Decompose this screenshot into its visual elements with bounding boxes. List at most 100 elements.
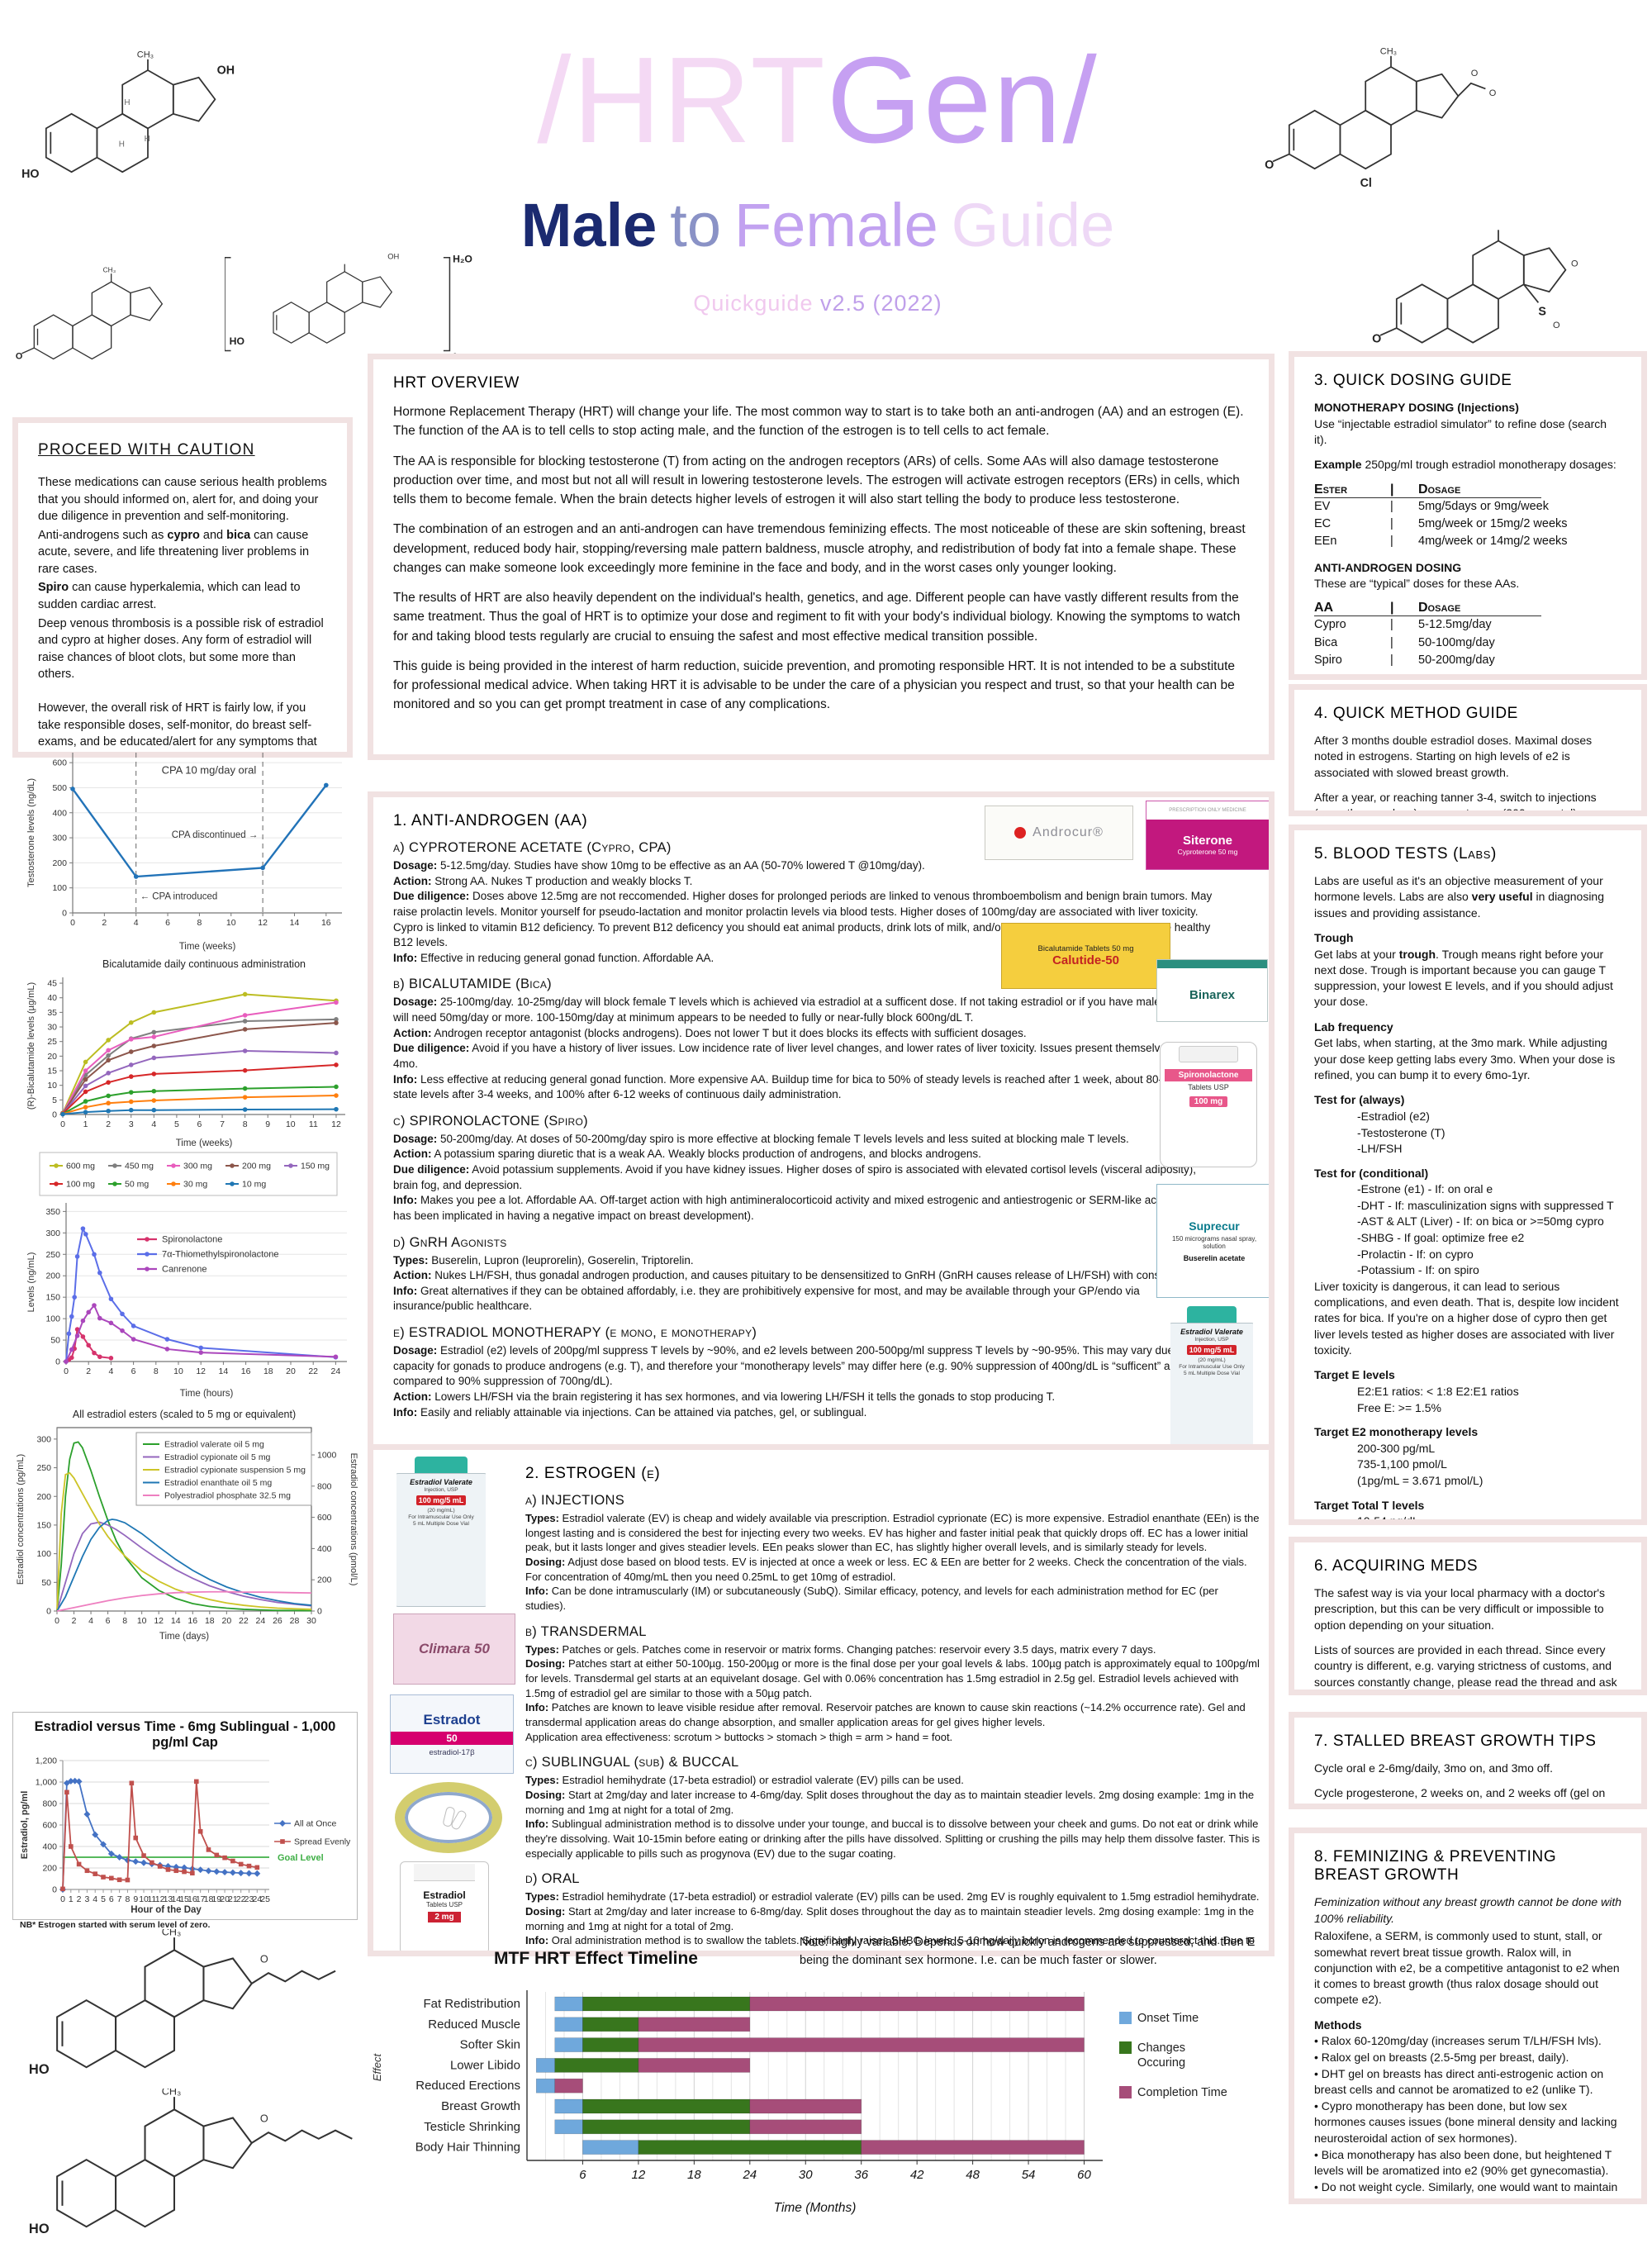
text-line: -LH/FSH [1357,1142,1403,1156]
box8-body: Feminization without any breast growth c… [1314,1894,1621,2198]
svg-text:14: 14 [290,918,300,928]
box7-title: 7. STALLED BREAST GROWTH TIPS [1314,1732,1597,1750]
text-line: -SHBG - If goal: optimize free e2 [1357,1231,1525,1245]
svg-text:100: 100 [45,1314,60,1324]
svg-text:10: 10 [139,1894,149,1904]
ebottle-name: Estradiol [423,1889,466,1901]
table-row: EV | 5mg/5days or 9mg/week [1314,498,1621,516]
stalled-breast-growth-box: 7. STALLED BREAST GROWTH TIPS Cycle oral… [1289,1712,1647,1809]
svg-text:300: 300 [36,1434,51,1444]
dosage-table: AA | Dosage Cypro | 5-12.5mg/day Bica | 50-100mg… [1314,601,1621,668]
paragraph: Hormone Replacement Therapy (HRT) will c… [393,405,1244,439]
svg-text:45: 45 [47,979,57,989]
table-cell: 50-100mg/day [1418,635,1495,649]
svg-text:28: 28 [290,1616,300,1626]
box7-body: Cycle oral e 2-6mg/daily, 3mo on, and 3m… [1314,1761,1621,1804]
svg-text:0: 0 [70,918,75,928]
svg-text:60: 60 [1077,2168,1091,2182]
estradot-line1: estradiol-17β [429,1747,475,1757]
svg-text:0: 0 [60,1119,65,1129]
anti-androgen-entries: a) CYPROTERONE ACETATE (Cypro, CPA) Dosag… [393,840,1223,1420]
svg-text:24: 24 [252,1894,262,1904]
spironolactone-structure: S O O O [1372,229,1578,346]
subheading: Target E levels [1314,1368,1395,1382]
drug-entry: a) INJECTIONS Types: Estradiol valerate (… [525,1493,1260,1614]
text-line: • Bica monotherapy has also been done, b… [1314,2147,1612,2178]
svg-text:250: 250 [45,1250,60,1260]
svg-text:50: 50 [41,1578,51,1588]
estradiol-structure-topleft: HO OH CH₃ H H H [21,50,235,181]
subtitle-male: Male [520,191,657,259]
svg-text:Bicalutamide daily continuous: Bicalutamide daily continuous administra… [102,958,306,970]
binarex-stripe [1157,960,1267,968]
box6-title: 6. ACQUIRING MEDS [1314,1557,1479,1575]
drug-entry-heading: d) ORAL [525,1871,580,1887]
svg-text:Estradiol, pg/ml: Estradiol, pg/ml [20,1791,30,1860]
table-header: AA | Dosage [1314,601,1541,617]
drug-entry-line: Action: Lowers LH/FSH via the brain regi… [393,1390,1056,1403]
estradiol-valerate-vial-image-2: Estradiol Valerate Injection, USP 100 mg… [396,1457,486,1607]
vial-line5: 5 mL Multiple Dose Vial [1184,1371,1240,1376]
drug-entry-line: Dosing: Start at 2mg/day and later incre… [525,1905,1255,1932]
box3-title: 3. QUICK DOSING GUIDE [1314,372,1512,389]
text-line: After 3 months double estradiol doses. M… [1314,734,1593,779]
version-tagline: Quickguide v2.5 (2022) [545,291,1090,316]
svg-text:150: 150 [45,1293,60,1303]
suprecur-line1: 150 micrograms nasal spray, solution [1171,1235,1257,1250]
svg-text:30: 30 [47,1023,57,1033]
svg-text:2: 2 [106,1119,111,1129]
table-separator: | [1390,516,1393,530]
svg-text:H: H [119,140,125,149]
box5-title: 5. BLOOD TESTS (Labs) [1314,845,1497,863]
table-separator: | [1390,499,1393,513]
svg-text:18: 18 [263,1366,273,1376]
estrogen-entries: a) INJECTIONS Types: Estradiol valerate (… [525,1493,1260,1951]
svg-text:O: O [260,1954,268,1965]
svg-text:Changes: Changes [1137,2041,1185,2055]
svg-text:8: 8 [122,1616,127,1626]
vial-dose: 100 mg/5 mL [1186,1345,1237,1355]
svg-text:O: O [260,2113,268,2125]
svg-text:5: 5 [101,1894,106,1904]
svg-text:21: 21 [228,1894,238,1904]
svg-text:Reduced Erections: Reduced Erections [415,2079,520,2093]
svg-text:6: 6 [106,1616,111,1626]
svg-text:OH: OH [387,252,399,261]
svg-text:Fat Redistribution: Fat Redistribution [423,1997,520,2011]
text-line: -Estrone (e1) - If: on oral e [1357,1182,1493,1196]
vial-line3: (20 mg/mL) [1198,1357,1226,1363]
svg-text:400: 400 [42,1842,57,1852]
svg-text:OH: OH [217,64,235,77]
svg-text:O: O [1372,333,1381,346]
text-line: Get labs at your trough. Trough means ri… [1314,947,1613,1009]
calutide-line1: Bicalutamide Tablets 50 mg [1037,944,1134,953]
svg-text:0: 0 [55,1616,59,1626]
drug-entry-line: Action: Strong AA. Nukes T production an… [393,874,693,887]
svg-text:0: 0 [62,909,67,919]
vial-line4: For Intramuscular Use Only [408,1514,474,1520]
tagline-version: v2.5 (2022) [820,291,942,316]
subheading: Target E2 monotherapy levels [1314,1425,1479,1439]
svg-text:20: 20 [220,1894,230,1904]
svg-text:16: 16 [241,1366,251,1376]
svg-text:0: 0 [55,1357,60,1367]
svg-text:H₂O: H₂O [453,253,472,264]
svg-text:200: 200 [42,1864,57,1874]
svg-text:16: 16 [188,1616,197,1626]
drug-entry-line: Action: Androgen receptor antagonist (bl… [393,1026,1027,1039]
blood-tests-box: 5. BLOOD TESTS (Labs) Labs are useful as… [1289,825,1647,1525]
dosage-table: Ester | Dosage EV | 5mg/5days or 9mg/week EC | 5… [1314,482,1621,550]
svg-text:4: 4 [108,1366,113,1376]
cpa-chart-svg: 0 100 200 300 400 500 600 0 2 4 6 8 10 12 14 16 Time (we… [26,753,342,952]
svg-text:0: 0 [317,1607,322,1617]
svg-text:6: 6 [131,1366,136,1376]
svg-text:10: 10 [226,918,236,928]
svg-text:13: 13 [164,1894,173,1904]
svg-text:6: 6 [109,1894,114,1904]
svg-text:15: 15 [47,1067,57,1076]
svg-text:100 mg: 100 mg [66,1180,95,1190]
text-line: 200-300 pg/mL [1357,1441,1436,1455]
paragraph: However, the overall risk of HRT is fair… [38,701,317,749]
sublingual-chart-footnote: NB* Estrogen started with serum level of… [20,1920,211,1930]
